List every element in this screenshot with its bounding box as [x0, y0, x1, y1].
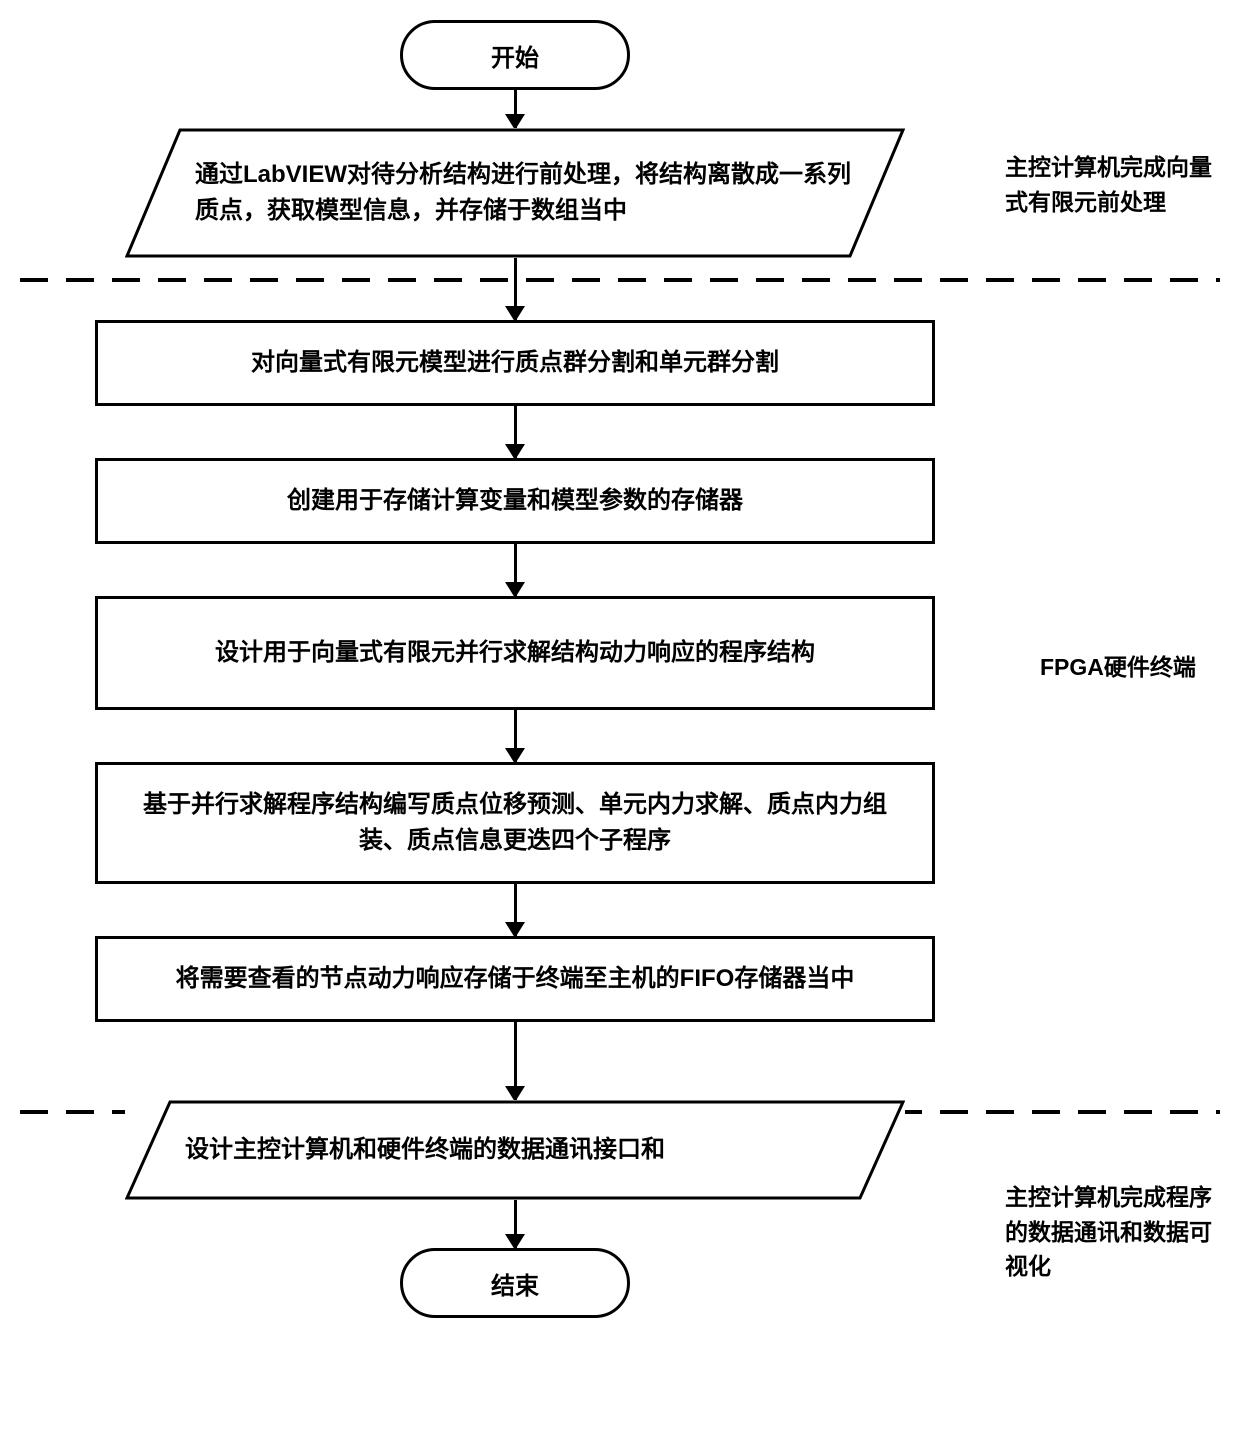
- step2-process: 创建用于存储计算变量和模型参数的存储器: [95, 458, 935, 544]
- step1-text: 对向量式有限元模型进行质点群分割和单元群分割: [251, 345, 779, 381]
- step5-text: 将需要查看的节点动力响应存储于终端至主机的FIFO存储器当中: [176, 961, 855, 997]
- postprocess-parallelogram: 设计主控计算机和硬件终端的数据通讯接口和: [125, 1100, 905, 1200]
- step4-text: 基于并行求解程序结构编写质点位移预测、单元内力求解、质点内力组装、质点信息更迭四…: [128, 787, 902, 859]
- side-label-section-2: FPGA硬件终端: [1040, 650, 1240, 685]
- step2-text: 创建用于存储计算变量和模型参数的存储器: [287, 483, 743, 519]
- arrow-8: [514, 1200, 517, 1248]
- step3-text: 设计用于向量式有限元并行求解结构动力响应的程序结构: [215, 635, 815, 671]
- arrow-4: [514, 544, 517, 596]
- postprocess-text: 设计主控计算机和硬件终端的数据通讯接口和: [125, 1132, 705, 1168]
- end-terminator: 结束: [400, 1248, 630, 1318]
- arrow-1: [514, 90, 517, 128]
- arrow-7: [514, 1022, 517, 1100]
- side-label-section-1: 主控计算机完成向量式有限元前处理: [1005, 150, 1215, 219]
- start-terminator: 开始: [400, 20, 630, 90]
- step3-process: 设计用于向量式有限元并行求解结构动力响应的程序结构: [95, 596, 935, 710]
- step1-process: 对向量式有限元模型进行质点群分割和单元群分割: [95, 320, 935, 406]
- arrow-2: [514, 258, 517, 320]
- arrow-3: [514, 406, 517, 458]
- start-label: 开始: [491, 38, 539, 73]
- preprocess-parallelogram: 通过LabVIEW对待分析结构进行前处理，将结构离散成一系列质点，获取模型信息，…: [125, 128, 905, 258]
- side-label-section-3: 主控计算机完成程序的数据通讯和数据可视化: [1005, 1180, 1215, 1284]
- preprocess-text: 通过LabVIEW对待分析结构进行前处理，将结构离散成一系列质点，获取模型信息，…: [125, 157, 905, 229]
- flowchart-container: 开始 通过LabVIEW对待分析结构进行前处理，将结构离散成一系列质点，获取模型…: [80, 20, 950, 1318]
- arrow-6: [514, 884, 517, 936]
- arrow-5: [514, 710, 517, 762]
- step5-process: 将需要查看的节点动力响应存储于终端至主机的FIFO存储器当中: [95, 936, 935, 1022]
- step4-process: 基于并行求解程序结构编写质点位移预测、单元内力求解、质点内力组装、质点信息更迭四…: [95, 762, 935, 884]
- end-label: 结束: [491, 1266, 539, 1301]
